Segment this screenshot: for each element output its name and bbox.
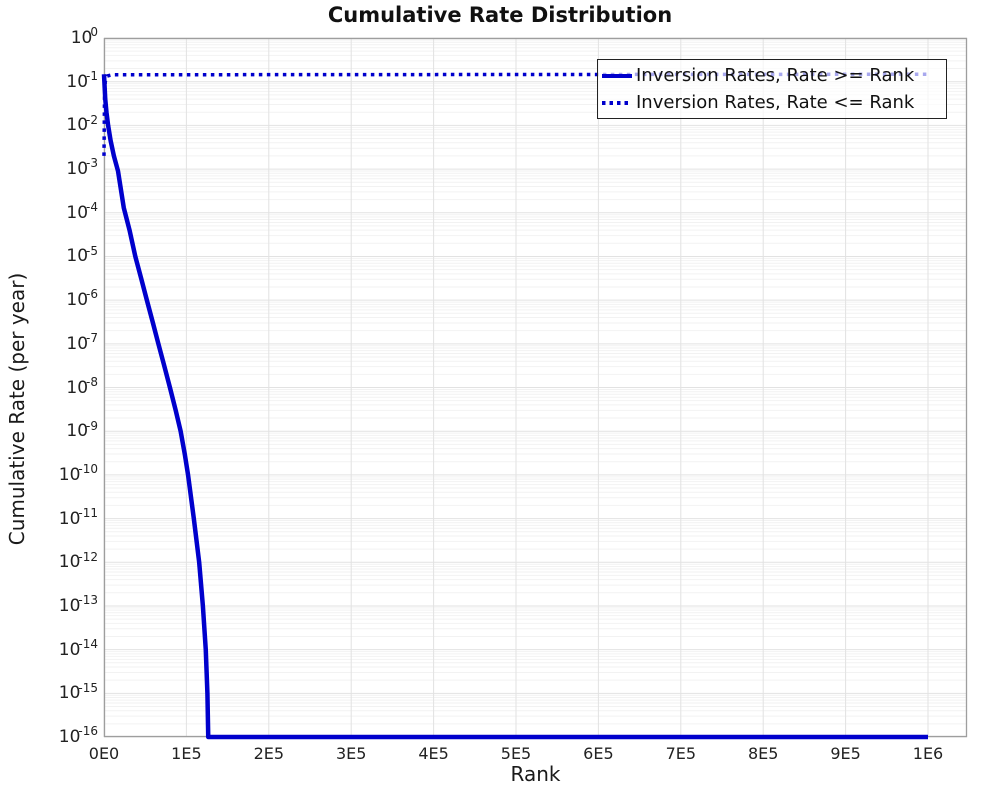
x-tick-label: 3E5 — [335, 744, 367, 763]
y-tick-label: 10-3 — [66, 156, 98, 180]
x-tick-label: 2E5 — [253, 744, 285, 763]
x-tick-label: 4E5 — [418, 744, 449, 763]
x-tick-label: 0E0 — [88, 744, 120, 763]
y-tick-label: 10-10 — [58, 462, 98, 485]
series-line-solid — [101, 74, 928, 740]
legend-line-solid-icon — [602, 73, 632, 78]
y-tick-label: 10-7 — [66, 331, 98, 354]
legend: Inversion Rates, Rate >= Rank Inversion … — [597, 59, 947, 119]
y-tick-label: 10-12 — [58, 549, 98, 573]
x-axis-label: Rank — [510, 762, 561, 786]
y-tick-label: 10-8 — [66, 374, 98, 398]
y-tick-label: 10-6 — [66, 287, 98, 311]
y-tick-label: 10-2 — [66, 112, 98, 136]
legend-label: Inversion Rates, Rate >= Rank — [636, 65, 915, 86]
legend-item: Inversion Rates, Rate <= Rank — [602, 89, 942, 116]
y-tick-label: 10-13 — [58, 593, 98, 616]
y-tick-label: 100 — [70, 25, 98, 48]
legend-line-dotted-icon — [602, 100, 632, 105]
x-tick-label: 1E6 — [912, 744, 944, 763]
y-tick-label: 10-5 — [66, 243, 98, 267]
x-tick-label: 7E5 — [665, 744, 697, 763]
legend-label: Inversion Rates, Rate <= Rank — [636, 92, 915, 113]
y-tick-label: 10-11 — [58, 505, 98, 529]
x-tick-label: 9E5 — [830, 744, 861, 763]
x-tick-label: 1E5 — [171, 744, 202, 763]
y-tick-label: 10-4 — [66, 200, 98, 223]
x-tick-label: 6E5 — [583, 744, 614, 763]
chart-title: Cumulative Rate Distribution — [327, 3, 673, 27]
y-tick-label: 10-9 — [66, 418, 98, 442]
legend-item: Inversion Rates, Rate >= Rank — [602, 62, 942, 89]
y-tick-label: 10-15 — [58, 680, 98, 704]
x-tick-label: 5E5 — [500, 744, 532, 763]
x-tick-label: 8E5 — [747, 744, 779, 763]
y-tick-label: 10-14 — [58, 636, 98, 660]
y-tick-label: 10-16 — [58, 724, 98, 747]
y-tick-label: 10-1 — [66, 69, 98, 92]
